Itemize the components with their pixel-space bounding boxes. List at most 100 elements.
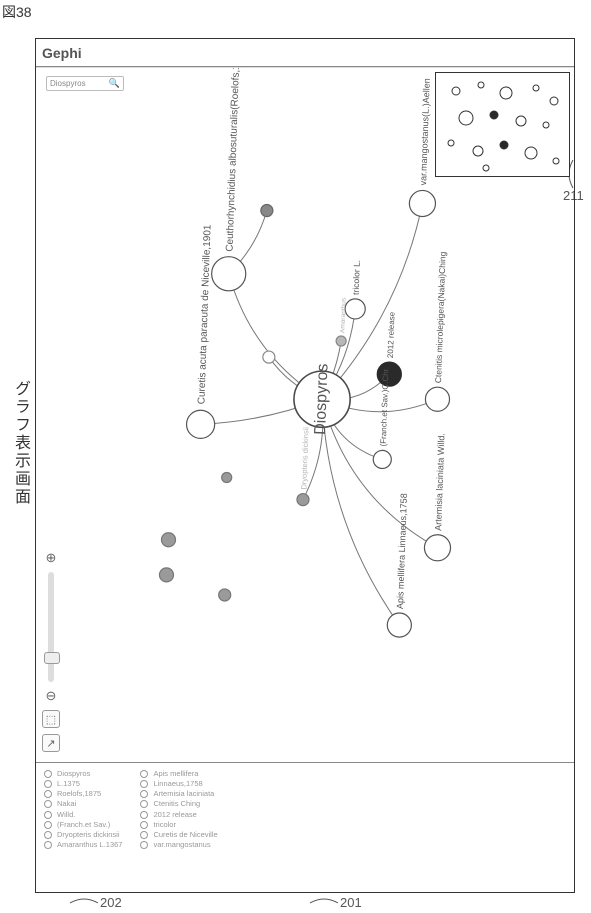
legend-item[interactable]: Ctenitis Ching bbox=[140, 799, 217, 809]
app-header: Gephi bbox=[36, 39, 574, 67]
legend-item[interactable]: (Franch.et Sav.) bbox=[44, 820, 122, 830]
minimap-dot bbox=[452, 87, 460, 95]
legend-item[interactable]: Nakai bbox=[44, 799, 122, 809]
minimap-dot bbox=[500, 87, 512, 99]
minimap-dot bbox=[473, 146, 483, 156]
minimap-dot bbox=[553, 158, 559, 164]
zoom-out-icon[interactable]: ⊖ bbox=[46, 688, 57, 704]
legend-swatch bbox=[44, 831, 52, 839]
legend-label: var.mangostanus bbox=[153, 840, 210, 850]
minimap-dot bbox=[490, 111, 498, 119]
graph-node[interactable] bbox=[159, 568, 173, 582]
legend-swatch bbox=[140, 800, 148, 808]
legend-label: Roelofs,1875 bbox=[57, 789, 101, 799]
graph-node[interactable] bbox=[219, 589, 231, 601]
graph-node-label: var.mangostanus(L.)Aellen bbox=[418, 78, 432, 186]
graph-node-label: Ceuthorhynchidius albosuturalis(Roelofs,… bbox=[224, 68, 242, 252]
legend-label: Artemisia laciniata bbox=[153, 789, 214, 799]
zoom-slider[interactable] bbox=[48, 572, 54, 682]
graph-edge bbox=[322, 204, 422, 400]
graph-node-label: 2012 release bbox=[386, 311, 397, 358]
legend-item[interactable]: Dryopteris dickinsii bbox=[44, 830, 122, 840]
legend-label: Linnaeus,1758 bbox=[153, 779, 202, 789]
minimap-dot bbox=[448, 140, 454, 146]
graph-node[interactable] bbox=[425, 387, 449, 411]
graph-canvas[interactable]: Diospyros 🔍 Ceuthorhynchidius albosutura… bbox=[36, 67, 574, 762]
legend-item[interactable]: L.1375 bbox=[44, 779, 122, 789]
legend-item[interactable]: Amaranthus L.1367 bbox=[44, 840, 122, 850]
legend-swatch bbox=[140, 841, 148, 849]
graph-node[interactable] bbox=[424, 535, 450, 561]
legend-swatch bbox=[44, 790, 52, 798]
zoom-toolbar: ⊕ ⊖ ⬚ ↗ bbox=[42, 550, 60, 752]
legend-item[interactable]: Artemisia laciniata bbox=[140, 789, 217, 799]
tool-button-1[interactable]: ⬚ bbox=[42, 710, 60, 728]
minimap[interactable] bbox=[435, 72, 570, 177]
minimap-dot bbox=[550, 97, 558, 105]
legend-label: Dryopteris dickinsii bbox=[57, 830, 120, 840]
graph-node[interactable] bbox=[373, 450, 391, 468]
graph-node[interactable] bbox=[336, 336, 346, 346]
legend-swatch bbox=[140, 831, 148, 839]
minimap-dot bbox=[500, 141, 508, 149]
legend-label: Diospyros bbox=[57, 769, 90, 779]
graph-node[interactable] bbox=[212, 257, 246, 291]
graph-node-label: Artemisia laciniata Willd. bbox=[433, 433, 446, 531]
legend-item[interactable]: var.mangostanus bbox=[140, 840, 217, 850]
legend-label: Apis mellifera bbox=[153, 769, 198, 779]
legend-item[interactable]: Curetis de Niceville bbox=[140, 830, 217, 840]
graph-node-label: Curetis acuta paracuta de Niceville,1901 bbox=[196, 224, 213, 405]
legend-swatch bbox=[44, 780, 52, 788]
graph-node[interactable] bbox=[297, 494, 309, 506]
minimap-svg bbox=[436, 73, 571, 178]
minimap-dot bbox=[543, 122, 549, 128]
legend-item[interactable]: Diospyros bbox=[44, 769, 122, 779]
graph-node-label: Apis mellifera Linnaeus,1758 bbox=[395, 493, 409, 609]
graph-node[interactable] bbox=[222, 472, 232, 482]
graph-node[interactable] bbox=[409, 190, 435, 216]
graph-node[interactable] bbox=[161, 533, 175, 547]
minimap-dot bbox=[525, 147, 537, 159]
legend-panel: DiospyrosL.1375Roelofs,1875NakaiWilld.(F… bbox=[36, 762, 574, 892]
legend-swatch bbox=[44, 770, 52, 778]
zoom-in-icon[interactable]: ⊕ bbox=[46, 550, 57, 566]
figure-label: 図38 bbox=[2, 2, 32, 22]
graph-node-label: Diospyros bbox=[311, 363, 331, 435]
legend-swatch bbox=[140, 811, 148, 819]
minimap-dot bbox=[478, 82, 484, 88]
legend-item[interactable]: Roelofs,1875 bbox=[44, 789, 122, 799]
page-title: グラフ表示画面 bbox=[8, 380, 32, 506]
graph-node[interactable] bbox=[187, 410, 215, 438]
minimap-dot bbox=[459, 111, 473, 125]
graph-node[interactable] bbox=[387, 613, 411, 637]
legend-col-2: Apis melliferaLinnaeus,1758Artemisia lac… bbox=[140, 769, 217, 850]
legend-label: Curetis de Niceville bbox=[153, 830, 217, 840]
graph-node-label: tricolor L. bbox=[351, 260, 362, 295]
legend-label: (Franch.et Sav.) bbox=[57, 820, 110, 830]
legend-col-1: DiospyrosL.1375Roelofs,1875NakaiWilld.(F… bbox=[44, 769, 122, 850]
legend-label: L.1375 bbox=[57, 779, 80, 789]
legend-item[interactable]: 2012 release bbox=[140, 810, 217, 820]
legend-item[interactable]: Linnaeus,1758 bbox=[140, 779, 217, 789]
legend-swatch bbox=[140, 821, 148, 829]
legend-label: Ctenitis Ching bbox=[153, 799, 200, 809]
graph-node-label: Amaranthus bbox=[339, 297, 347, 333]
minimap-dot bbox=[533, 85, 539, 91]
legend-swatch bbox=[140, 780, 148, 788]
legend-label: Willd. bbox=[57, 810, 75, 820]
legend-label: tricolor bbox=[153, 820, 176, 830]
legend-item[interactable]: Apis mellifera bbox=[140, 769, 217, 779]
legend-swatch bbox=[44, 841, 52, 849]
minimap-dot bbox=[483, 165, 489, 171]
legend-label: Nakai bbox=[57, 799, 76, 809]
graph-node[interactable] bbox=[261, 205, 273, 217]
tool-button-2[interactable]: ↗ bbox=[42, 734, 60, 752]
minimap-dot bbox=[516, 116, 526, 126]
legend-swatch bbox=[140, 790, 148, 798]
legend-item[interactable]: tricolor bbox=[140, 820, 217, 830]
callout-201: 201 bbox=[310, 893, 350, 913]
legend-item[interactable]: Willd. bbox=[44, 810, 122, 820]
graph-node[interactable] bbox=[345, 299, 365, 319]
app-window: Gephi Diospyros 🔍 Ceuthorhynchidius albo… bbox=[35, 38, 575, 893]
graph-node[interactable] bbox=[263, 351, 275, 363]
